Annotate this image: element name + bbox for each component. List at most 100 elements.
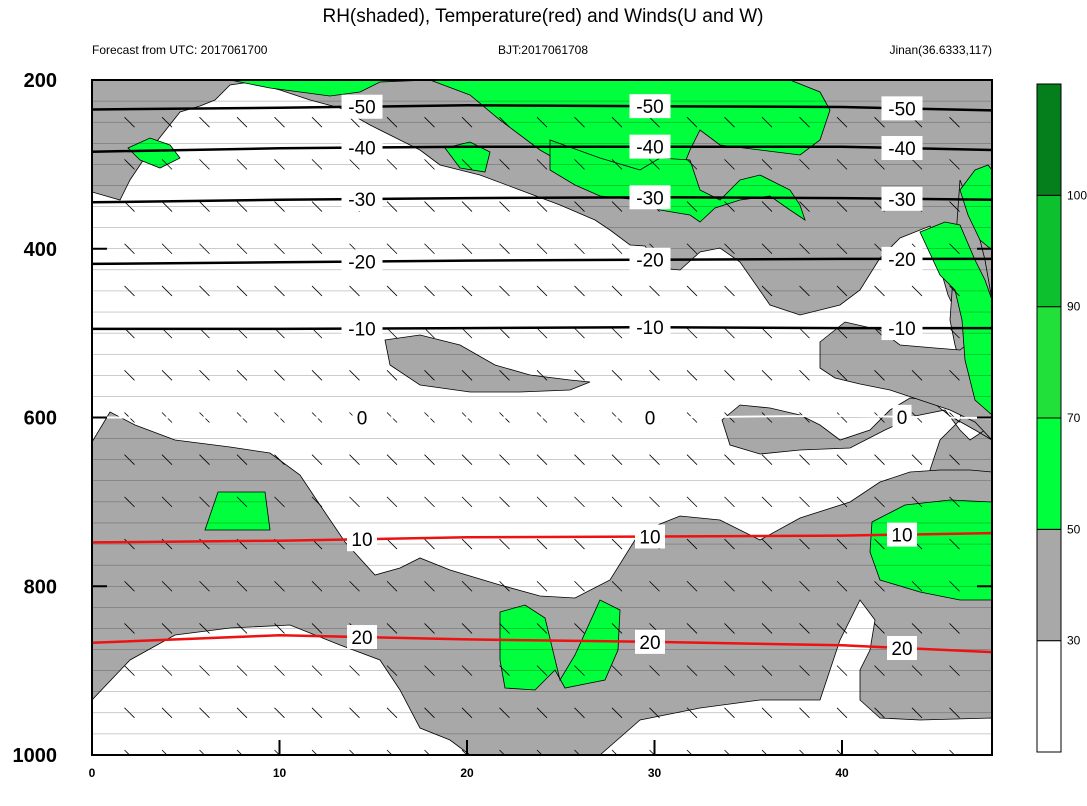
wind-barb (911, 285, 923, 297)
contour-label-box (341, 316, 383, 341)
wind-barb (536, 707, 548, 719)
chart-title: RH(shaded), Temperature(red) and Winds(U… (322, 6, 763, 27)
contour-label-box (892, 404, 912, 429)
wind-barb (686, 116, 698, 128)
contour-label-box (635, 524, 665, 549)
wind-barb (836, 538, 848, 550)
subtitle-center: BJT:2017061708 (498, 43, 588, 57)
contour-label: 10 (891, 526, 912, 547)
wind-barb (911, 665, 923, 676)
wind-barb (836, 707, 848, 719)
wind-barb (911, 707, 923, 719)
wind-barb (724, 327, 735, 339)
wind-barb (686, 454, 698, 465)
temperature-contour--10 (92, 325, 992, 331)
colorbar-label: 30 (1067, 634, 1081, 648)
contour-label: -40 (636, 138, 663, 159)
contour-label: 20 (639, 633, 660, 654)
temperature-contour-20 (92, 633, 992, 654)
x-tick-label: 20 (460, 766, 474, 780)
wind-barb (761, 159, 773, 170)
wind-barb (536, 285, 548, 297)
wind-barb (949, 707, 960, 719)
wind-barb (424, 201, 435, 212)
wind-barb (649, 159, 660, 170)
wind-barb (274, 665, 285, 676)
wind-barb (724, 623, 735, 634)
contour-label: 10 (639, 527, 660, 548)
contour-label: -30 (348, 190, 375, 211)
wind-barb (724, 454, 735, 465)
colorbar-label: 90 (1067, 300, 1081, 314)
colorbar-swatch (1036, 306, 1062, 419)
contour-label-box (629, 315, 671, 340)
colorbar-swatch (1036, 640, 1062, 753)
wind-barb (161, 159, 173, 170)
wind-barb (386, 665, 398, 676)
wind-barb (724, 159, 735, 170)
wind-barb (424, 243, 435, 255)
contour-label: -10 (348, 320, 375, 341)
wind-barb (799, 538, 810, 550)
wind-barb (574, 496, 585, 508)
wind-barb (574, 580, 585, 592)
wind-barb (499, 623, 510, 634)
wind-barb (911, 623, 923, 634)
wind-barb (949, 454, 960, 465)
wind-barb (836, 201, 848, 212)
wind-barb (649, 285, 660, 297)
wind-barb (799, 243, 810, 255)
wind-barb (461, 454, 473, 465)
wind-barb (386, 201, 398, 212)
wind-barb (836, 580, 848, 592)
wind-barb (874, 159, 885, 170)
wind-barb (161, 201, 173, 212)
wind-barb (799, 159, 810, 170)
wind-barb (386, 243, 398, 255)
x-tick-label: 30 (648, 766, 662, 780)
contour-label-box (635, 629, 665, 654)
wind-barb (874, 665, 885, 676)
wind-barb (949, 496, 960, 508)
wind-barb (386, 623, 398, 634)
wind-barb (911, 749, 918, 755)
wind-barb (911, 370, 923, 381)
wind-barb (386, 454, 398, 465)
wind-barb (274, 243, 285, 255)
temperature-contour--40 (92, 145, 992, 153)
rh-gap-2 (599, 599, 992, 755)
wind-barb (499, 285, 510, 297)
wind-barb (161, 454, 173, 465)
contour-label: -20 (888, 250, 915, 271)
subtitle-left: Forecast from UTC: 2017061700 (92, 43, 268, 57)
contour-label: -10 (636, 318, 663, 339)
wind-barb (424, 159, 435, 170)
wind-barb (386, 327, 398, 339)
wind-barb (461, 496, 473, 508)
contour-label-box (887, 636, 917, 661)
wind-barb (761, 665, 773, 676)
wind-barb (311, 749, 318, 755)
wind-barb (124, 665, 135, 676)
wind-barb (199, 707, 210, 719)
contour-label-box (629, 134, 671, 159)
wind-barb (386, 496, 398, 508)
x-tick-label: 10 (273, 766, 287, 780)
wind-barb (311, 580, 323, 592)
contour-label: -10 (888, 319, 915, 340)
wind-barb (161, 707, 173, 719)
wind-barb (799, 285, 810, 297)
wind-barb (761, 327, 773, 339)
wind-barb (536, 580, 548, 592)
wind-barb (461, 623, 473, 634)
rh-gap-1 (92, 624, 471, 755)
wind-barb (424, 580, 435, 592)
wind-barb (949, 201, 960, 212)
wind-barb (161, 749, 168, 755)
wind-barb (311, 707, 323, 719)
wind-barb (536, 454, 548, 465)
wind-barb (349, 749, 356, 755)
contour-label-box (881, 186, 923, 211)
wind-barb (424, 116, 435, 128)
wind-barb (761, 243, 773, 255)
